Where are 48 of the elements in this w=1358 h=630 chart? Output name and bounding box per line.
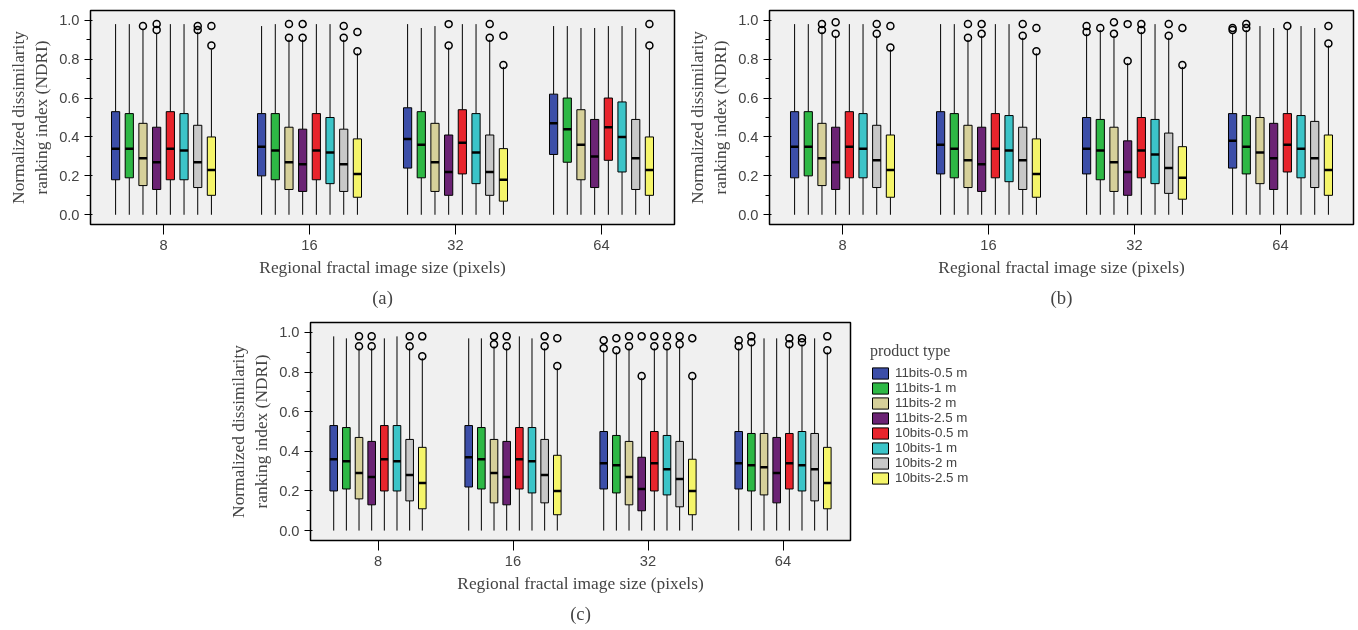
y-tick-label: 0.8 — [279, 364, 300, 381]
legend-label: 11bits-0.5 m — [895, 365, 969, 380]
y-tick-label: 1.0 — [59, 12, 80, 29]
x-tick-label: 32 — [1126, 236, 1143, 253]
legend-label: 11bits-1 m — [895, 380, 958, 395]
x-axis-title: Regional fractal image size (pixels) — [938, 257, 1185, 277]
x-tick-label: 8 — [159, 236, 168, 253]
y-axis-title: Normalized dissimilarity ranking index (NDRI) — [9, 30, 52, 204]
x-tick-label: 16 — [980, 236, 997, 253]
y-tick-label: 0.2 — [59, 167, 80, 184]
x-axis-title: Regional fractal image size (pixels) — [457, 573, 704, 593]
y-tick-label: 0.0 — [738, 206, 759, 223]
y-tick-label: 1.0 — [279, 324, 300, 341]
y-tick-label: 0.6 — [738, 90, 759, 107]
legend-label: 10bits-1 m — [895, 440, 959, 455]
x-tick-label: 64 — [1272, 236, 1289, 253]
y-tick-label: 0.0 — [59, 206, 80, 223]
y-tick-label: 0.6 — [279, 403, 300, 420]
x-tick-label: 16 — [504, 552, 522, 569]
text: (c) — [570, 602, 591, 625]
x-axis-title: Regional fractal image size (pixels) — [259, 257, 506, 277]
text: (b) — [1050, 286, 1073, 309]
y-tick-label: 0.0 — [279, 522, 300, 539]
y-tick-label: 0.8 — [59, 51, 80, 68]
x-tick-label: 64 — [593, 236, 610, 253]
x-tick-label: 8 — [373, 552, 383, 569]
legend-title: product type — [870, 342, 952, 360]
legend-label: 10bits-2.5 m — [895, 470, 970, 485]
y-tick-label: 1.0 — [738, 12, 759, 29]
legend-label: 10bits-0.5 m — [895, 425, 970, 440]
y-tick-label: 0.2 — [279, 482, 300, 499]
legend-label: 10bits-2 m — [895, 455, 959, 470]
x-tick-label: 64 — [774, 552, 792, 569]
x-tick-label: 32 — [447, 236, 464, 253]
y-tick-label: 0.2 — [738, 167, 759, 184]
y-axis-title: Normalized dissimilarity ranking index (NDRI) — [688, 30, 731, 204]
x-tick-label: 8 — [838, 236, 847, 253]
y-tick-label: 0.4 — [59, 128, 80, 145]
y-tick-label: 0.8 — [738, 51, 759, 68]
y-tick-label: 0.4 — [279, 443, 300, 460]
y-axis-title: Normalized dissimilarity ranking index (NDRI) — [229, 344, 272, 518]
x-tick-label: 16 — [301, 236, 318, 253]
text: (a) — [372, 286, 393, 309]
x-tick-label: 32 — [639, 552, 657, 569]
y-tick-label: 0.6 — [59, 90, 80, 107]
legend-label: 11bits-2 m — [895, 395, 958, 410]
y-tick-label: 0.4 — [738, 128, 759, 145]
legend-label: 11bits-2.5 m — [895, 410, 969, 425]
